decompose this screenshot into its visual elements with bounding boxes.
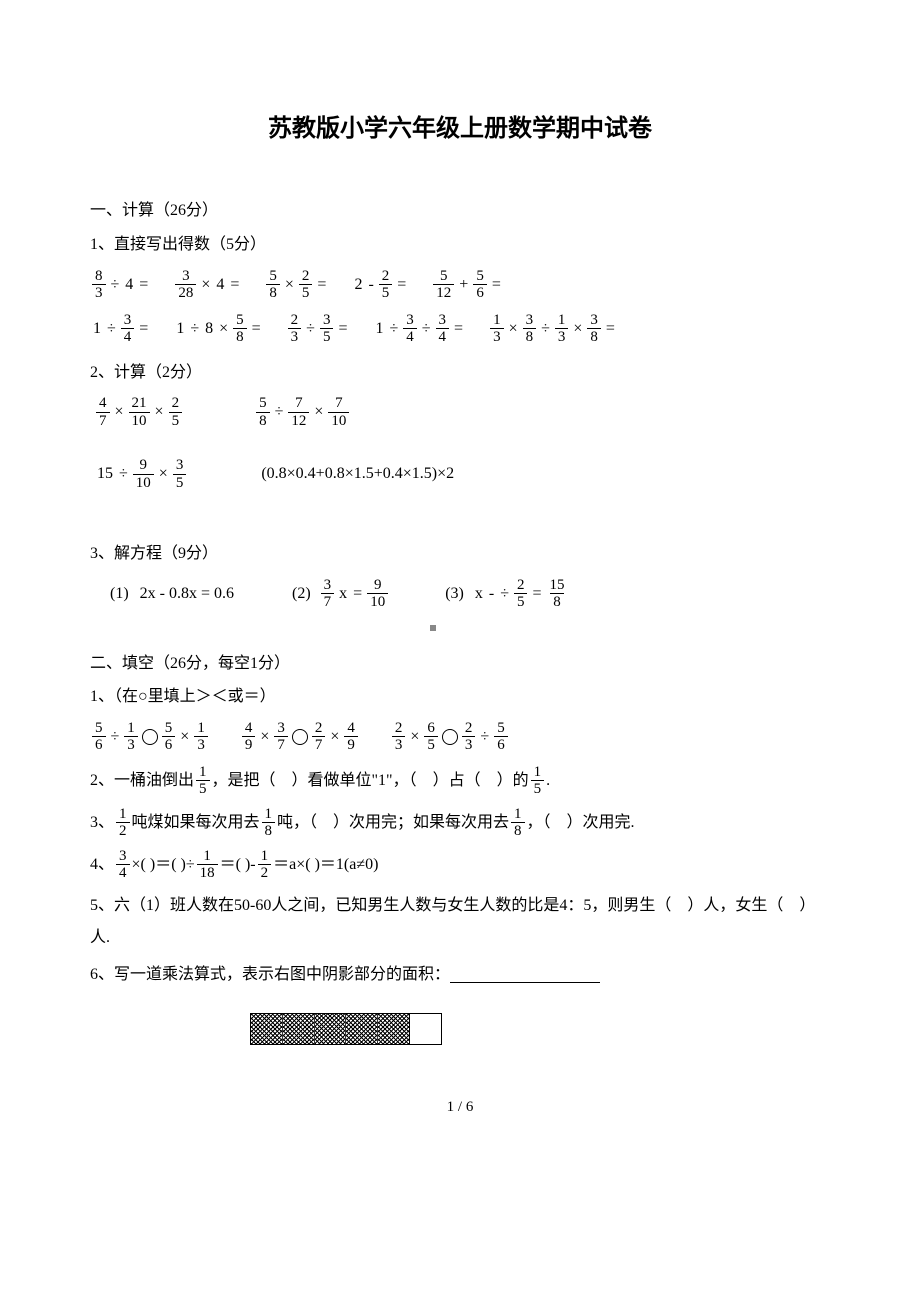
q2-6-text: 6、写一道乘法算式，表示右图中阴影部分的面积： xyxy=(90,962,450,988)
section-2-header: 二、填空（26分，每空1分） xyxy=(90,651,830,677)
diagram-cell-hatched xyxy=(346,1014,378,1044)
math-expression: 1÷34= xyxy=(90,312,151,346)
equation-item: (1)2x - 0.8x = 0.6 xyxy=(110,581,237,607)
section-1-header: 一、计算（26分） xyxy=(90,198,830,224)
diagram-rect xyxy=(250,1013,442,1045)
q2-1-items: 56÷1356×13 49×3727×49 23×6523÷56 xyxy=(90,720,830,754)
diagram-cell-hatched xyxy=(283,1014,315,1044)
watermark-dot xyxy=(430,625,436,631)
math-expression: 47×2110×25 xyxy=(94,395,184,429)
math-expression: 328×4= xyxy=(173,268,242,302)
math-expression: 1÷8×58= xyxy=(173,312,263,346)
q2-5: 5、六（1）班人数在50-60人之间，已知男生人数与女生人数的比是4：5，则男生… xyxy=(90,890,830,954)
math-expression: 15÷910×35 xyxy=(94,457,188,491)
diagram-cell-hatched xyxy=(251,1014,283,1044)
q1-3-header: 3、解方程（9分） xyxy=(90,541,830,567)
document-title: 苏教版小学六年级上册数学期中试卷 xyxy=(90,110,830,148)
diagram-cell-empty xyxy=(410,1014,441,1044)
q1-3-equations: (1)2x - 0.8x = 0.6 (2)37x=910 (3)x-÷25=158 xyxy=(110,577,830,611)
q1-2-header: 2、计算（2分） xyxy=(90,360,830,386)
page-footer: 1 / 6 xyxy=(90,1095,830,1119)
compare-expression: 56÷1356×13 xyxy=(90,720,210,754)
q1-1-row1: 83÷4= 328×4= 58×25= 2-25= 512+56= xyxy=(90,268,830,302)
q2-2: 2、一桶油倒出15，是把（ ）看做单位"1"，（ ）占（ ）的15. xyxy=(90,764,830,798)
q2-6: 6、写一道乘法算式，表示右图中阴影部分的面积： xyxy=(90,962,830,988)
math-expression: 83÷4= xyxy=(90,268,151,302)
q2-6-blank xyxy=(450,967,600,983)
q1-1-row2: 1÷34= 1÷8×58= 23÷35= 1÷34÷34= 13×38÷13×38= xyxy=(90,312,830,346)
q2-3: 3、12吨煤如果每次用去18吨，（ ）次用完；如果每次用去18，（ ）次用完. xyxy=(90,806,830,840)
math-expression: 512+56= xyxy=(431,268,504,302)
shaded-diagram xyxy=(250,1013,830,1045)
math-expression: (0.8×0.4+0.8×1.5+0.4×1.5)×2 xyxy=(258,461,457,487)
math-expression: 2-25= xyxy=(351,268,409,302)
q2-4: 4、34×( )＝( )÷118＝( )-12＝a×( )＝1(a≠0) xyxy=(90,848,830,882)
math-expression: 23÷35= xyxy=(286,312,351,346)
q1-1-header: 1、直接写出得数（5分） xyxy=(90,232,830,258)
diagram-cell-hatched xyxy=(378,1014,410,1044)
math-expression: 1÷34÷34= xyxy=(372,312,466,346)
q2-1-header: 1、（在○里填上＞＜或＝） xyxy=(90,684,830,710)
diagram-cell-hatched xyxy=(315,1014,347,1044)
q1-2-row1: 47×2110×25 58÷712×710 xyxy=(94,395,830,429)
math-expression: 58×25= xyxy=(264,268,329,302)
q1-2-row2: 15÷910×35 (0.8×0.4+0.8×1.5+0.4×1.5)×2 xyxy=(94,457,830,491)
compare-expression: 23×6523÷56 xyxy=(390,720,510,754)
math-expression: 13×38÷13×38= xyxy=(488,312,618,346)
equation-item: (2)37x=910 xyxy=(292,577,390,611)
math-expression: 58÷712×710 xyxy=(254,395,351,429)
compare-expression: 49×3727×49 xyxy=(240,720,360,754)
equation-item: (3)x-÷25=158 xyxy=(445,577,569,611)
